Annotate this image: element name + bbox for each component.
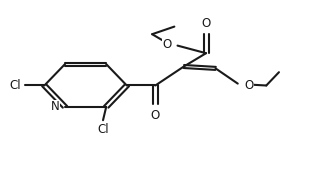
Text: O: O [244, 79, 253, 92]
Text: N: N [50, 100, 59, 113]
Text: Cl: Cl [9, 79, 21, 92]
Text: O: O [151, 109, 160, 122]
Text: O: O [201, 17, 211, 30]
Text: Cl: Cl [97, 123, 109, 136]
Text: O: O [163, 38, 172, 51]
